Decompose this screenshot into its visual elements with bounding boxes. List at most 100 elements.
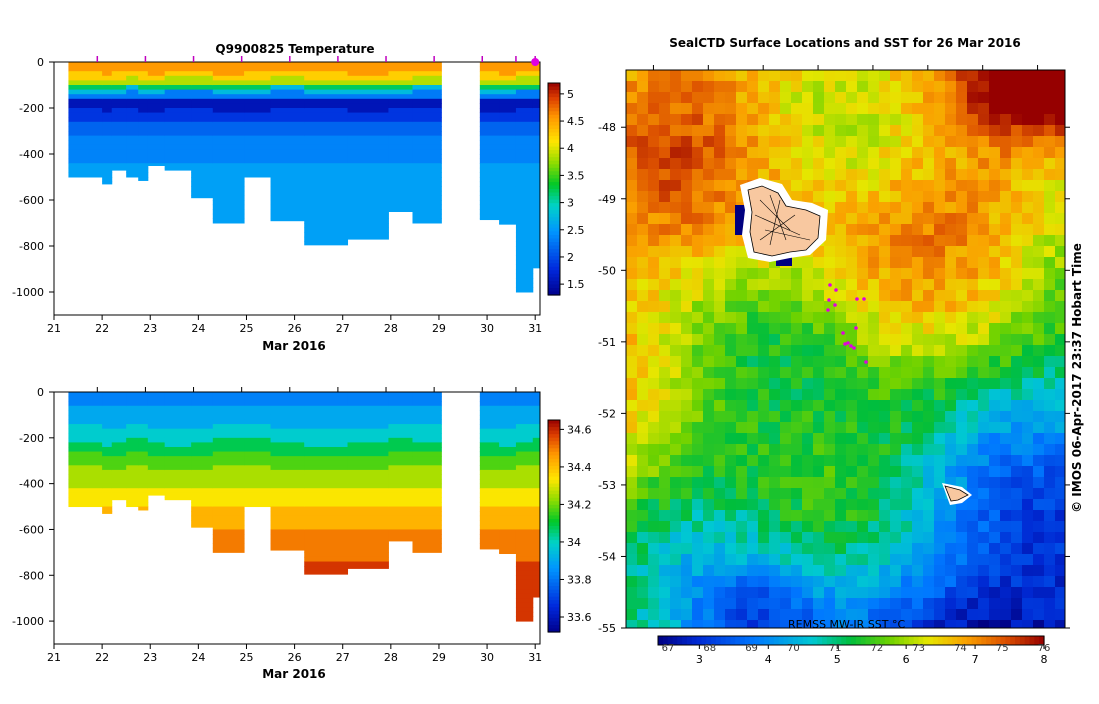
sst-cell [890, 147, 902, 159]
profile-cell [147, 419, 166, 425]
profile-cell [126, 405, 139, 411]
colorbar-segment [725, 636, 731, 645]
sst-cell [901, 510, 913, 522]
profile-cell [479, 483, 500, 489]
sst-cell [1022, 521, 1034, 533]
sst-cell [956, 125, 968, 137]
sst-cell [1044, 521, 1056, 533]
sst-cell [956, 587, 968, 599]
sst-cell [967, 290, 979, 302]
sst-cell [835, 334, 847, 346]
sst-cell [923, 510, 935, 522]
sst-cell [813, 411, 825, 423]
sst-cell [1022, 587, 1034, 599]
sst-cell [857, 334, 869, 346]
profile-cell [388, 112, 413, 118]
sst-cell [945, 323, 957, 335]
colorbar-segment [667, 636, 674, 645]
profile-cell [212, 405, 245, 411]
sst-cell [648, 224, 660, 236]
sst-cell [1011, 191, 1023, 203]
profile-cell [102, 424, 113, 430]
profile-cell [499, 103, 517, 109]
sst-cell [945, 411, 957, 423]
sst-cell [648, 356, 660, 368]
sst-cell [890, 576, 902, 588]
sst-cell [978, 477, 990, 489]
sst-cell [978, 268, 990, 280]
sst-cell [1022, 510, 1034, 522]
sst-cell [802, 114, 814, 126]
profile-cell [126, 135, 139, 141]
profile-cell [347, 144, 389, 150]
sst-cell [670, 103, 682, 115]
colorbar-tick-label: 33.8 [567, 573, 592, 586]
sst-cell [1055, 565, 1065, 577]
x-tick-label: 22 [95, 322, 109, 335]
sst-cell [967, 81, 979, 93]
sst-cell [637, 510, 649, 522]
profile-cell [515, 209, 534, 215]
sst-cell [1055, 147, 1065, 159]
sst-cell [714, 213, 726, 225]
sst-cell [802, 433, 814, 445]
profile-cell [212, 98, 245, 104]
sst-cell [758, 81, 770, 93]
profile-cell [479, 405, 500, 411]
sst-cell [846, 301, 858, 313]
sst-cell [868, 301, 880, 313]
sst-cell [956, 334, 968, 346]
sst-cell [780, 554, 792, 566]
colorbar-segment [826, 636, 833, 645]
sst-cell [802, 81, 814, 93]
profile-cell [147, 66, 166, 72]
sst-cell [626, 169, 638, 181]
sst-cell [648, 488, 660, 500]
sst-cell [736, 235, 748, 247]
profile-cell [147, 405, 166, 411]
profile-cell [515, 497, 534, 503]
sst-cell [989, 213, 1001, 225]
sst-cell [648, 554, 660, 566]
sst-cell [846, 466, 858, 478]
profile-cell [532, 94, 541, 100]
profile-column [212, 62, 245, 224]
sst-cell [901, 455, 913, 467]
profile-cell [191, 460, 214, 466]
sst-cell [901, 488, 913, 500]
profile-cell [347, 414, 389, 420]
sst-cell [1044, 213, 1056, 225]
profile-cell [147, 410, 166, 416]
sst-cell [692, 444, 704, 456]
sst-cell [626, 620, 638, 628]
sst-cell [1055, 246, 1065, 258]
colorbar-segment [841, 636, 847, 645]
sst-cell [780, 301, 792, 313]
sst-cell [681, 92, 693, 104]
sst-cell [659, 103, 671, 115]
profile-cell [515, 246, 534, 252]
seal-surface-locations [826, 283, 868, 364]
sst-cell [923, 488, 935, 500]
sst-cell [1044, 334, 1056, 346]
coastline-detail [754, 214, 801, 236]
sst-cell [1011, 136, 1023, 148]
sst-cell [714, 455, 726, 467]
sst-cell [989, 70, 1001, 82]
sst-cell [868, 587, 880, 599]
lat-tick-label: -50 [598, 264, 616, 277]
sst-cell [1044, 224, 1056, 236]
profile-cell [270, 177, 305, 183]
sst-cell [857, 466, 869, 478]
sst-cell [868, 488, 880, 500]
sst-cell [846, 279, 858, 291]
profile-cell [388, 474, 413, 480]
sst-cell [747, 400, 759, 412]
sst-cell [923, 290, 935, 302]
sst-cell [835, 279, 847, 291]
sst-cell [912, 455, 924, 467]
profile-cell [347, 460, 389, 466]
profile-cell [212, 465, 245, 471]
sst-cell [978, 169, 990, 181]
profile-cell [347, 469, 389, 475]
